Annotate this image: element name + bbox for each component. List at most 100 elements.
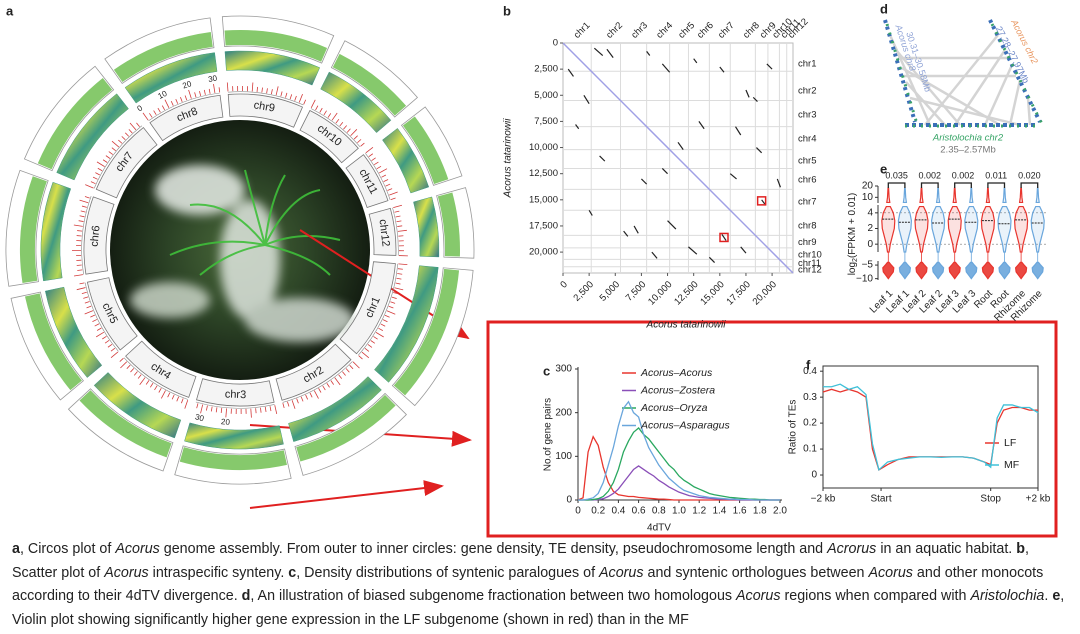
length-tick bbox=[364, 347, 370, 352]
length-tick bbox=[213, 84, 216, 94]
synteny-segment bbox=[606, 48, 614, 58]
chromosome-box bbox=[227, 93, 304, 128]
length-tick bbox=[180, 97, 183, 103]
length-tick bbox=[128, 129, 133, 134]
length-tick bbox=[282, 403, 285, 409]
length-tick bbox=[322, 385, 326, 391]
length-tick bbox=[164, 99, 170, 108]
y-tick-label: 100 bbox=[555, 451, 572, 462]
length-tick bbox=[361, 351, 370, 359]
top-chromosome-label: chr4 bbox=[654, 20, 675, 41]
length-tick bbox=[261, 87, 263, 93]
synteny-segment bbox=[708, 256, 716, 263]
length-tick bbox=[375, 332, 384, 338]
synteny-segment bbox=[755, 147, 763, 154]
y-tick-label: 200 bbox=[555, 407, 572, 418]
length-tick bbox=[77, 230, 83, 232]
length-tick bbox=[210, 406, 213, 412]
top-chromosome-label: chr2 bbox=[604, 20, 625, 41]
length-tick bbox=[142, 112, 149, 121]
synteny-segment bbox=[740, 246, 747, 254]
x-tick-label: 1.0 bbox=[672, 506, 686, 517]
p-value: 0.020 bbox=[1018, 170, 1041, 180]
length-tick bbox=[175, 98, 179, 104]
length-tick bbox=[73, 274, 83, 277]
top-chromosome-label: chr3 bbox=[629, 20, 650, 41]
caption-run: Acrorus bbox=[827, 541, 877, 557]
x-axis-label: 4dTV bbox=[647, 523, 671, 534]
synteny-segment bbox=[651, 251, 658, 259]
length-scale bbox=[81, 196, 92, 275]
violin bbox=[997, 205, 1012, 253]
synteny-segment bbox=[693, 58, 698, 64]
length-tick bbox=[371, 157, 376, 161]
bottom-region-label: Aristolochia chr2 bbox=[932, 133, 1004, 144]
length-tick bbox=[256, 86, 258, 92]
length-tick bbox=[111, 140, 120, 148]
x-tick-label: 0.6 bbox=[632, 506, 646, 517]
length-tick bbox=[396, 220, 402, 223]
length-tick bbox=[378, 327, 384, 331]
top-chromosome-label: chr1 bbox=[572, 20, 593, 41]
length-tick bbox=[393, 204, 403, 208]
violin bbox=[1002, 187, 1007, 204]
series-line bbox=[578, 400, 780, 501]
te-heat-track bbox=[184, 422, 284, 450]
violin bbox=[914, 205, 929, 253]
synteny-diagram: Acorus chr8 30.31–30.58Mb Acorus chr2 27… bbox=[883, 17, 1044, 156]
length-tick bbox=[79, 282, 85, 285]
right-chromosome-label: chr4 bbox=[798, 134, 816, 145]
length-tick bbox=[309, 392, 313, 398]
synteny-segment bbox=[677, 141, 684, 150]
length-tick bbox=[335, 118, 340, 124]
caption-run: b bbox=[1016, 541, 1025, 557]
synteny-segment bbox=[688, 246, 698, 255]
y-tick-label: 0 bbox=[553, 38, 558, 49]
caption-run: Aristolochia bbox=[970, 588, 1045, 604]
x-tick-label: 15,000 bbox=[698, 279, 726, 307]
length-tick bbox=[206, 405, 208, 411]
y-tick-label: 0 bbox=[566, 495, 572, 506]
violin bbox=[915, 261, 928, 280]
length-tick bbox=[349, 364, 354, 370]
length-tick-label: 10 bbox=[157, 89, 169, 101]
length-tick bbox=[80, 210, 86, 213]
length-tick bbox=[370, 340, 376, 344]
y-tick-label: 0.1 bbox=[803, 444, 817, 455]
length-tick bbox=[303, 99, 307, 105]
violin bbox=[886, 187, 891, 204]
length-tick bbox=[110, 351, 119, 358]
violin bbox=[1035, 187, 1040, 204]
highlight-frame bbox=[486, 320, 1058, 538]
length-tick bbox=[315, 105, 319, 111]
caption-run: regions when compared with bbox=[780, 588, 971, 604]
length-tick bbox=[394, 210, 400, 213]
synteny-segment bbox=[752, 96, 758, 102]
density-fill bbox=[437, 192, 460, 257]
x-tick-label: 10,000 bbox=[646, 279, 674, 307]
x-tick-label: 1.6 bbox=[733, 506, 747, 517]
y-tick-label: 4 bbox=[867, 207, 873, 218]
diagonal bbox=[562, 42, 794, 274]
right-chromosome-label: chr7 bbox=[798, 196, 816, 207]
length-tick bbox=[251, 82, 254, 92]
length-tick bbox=[119, 357, 124, 362]
length-tick bbox=[154, 385, 158, 391]
chromosome-box bbox=[196, 378, 275, 407]
te-heat-track bbox=[382, 128, 430, 194]
length-tick bbox=[395, 215, 401, 218]
length-tick bbox=[225, 408, 227, 418]
length-tick bbox=[296, 398, 299, 404]
length-tick bbox=[133, 371, 138, 376]
significance-bracket bbox=[887, 182, 906, 188]
y-axis-label-part: 2 bbox=[852, 258, 859, 262]
caption-run: , An illustration of biased subgenome fr… bbox=[250, 588, 737, 604]
caption-run: , Violin plot showing significantly high… bbox=[12, 588, 1065, 628]
chromosome-label: chr12 bbox=[377, 219, 392, 248]
legend-label: Acorus–Acorus bbox=[640, 367, 713, 379]
length-tick bbox=[397, 268, 403, 270]
length-tick bbox=[79, 199, 89, 204]
significance-bracket bbox=[987, 182, 1006, 188]
x-tick-label: 0.8 bbox=[652, 506, 666, 517]
caption-run: and syntenic orthologues between bbox=[643, 564, 869, 581]
